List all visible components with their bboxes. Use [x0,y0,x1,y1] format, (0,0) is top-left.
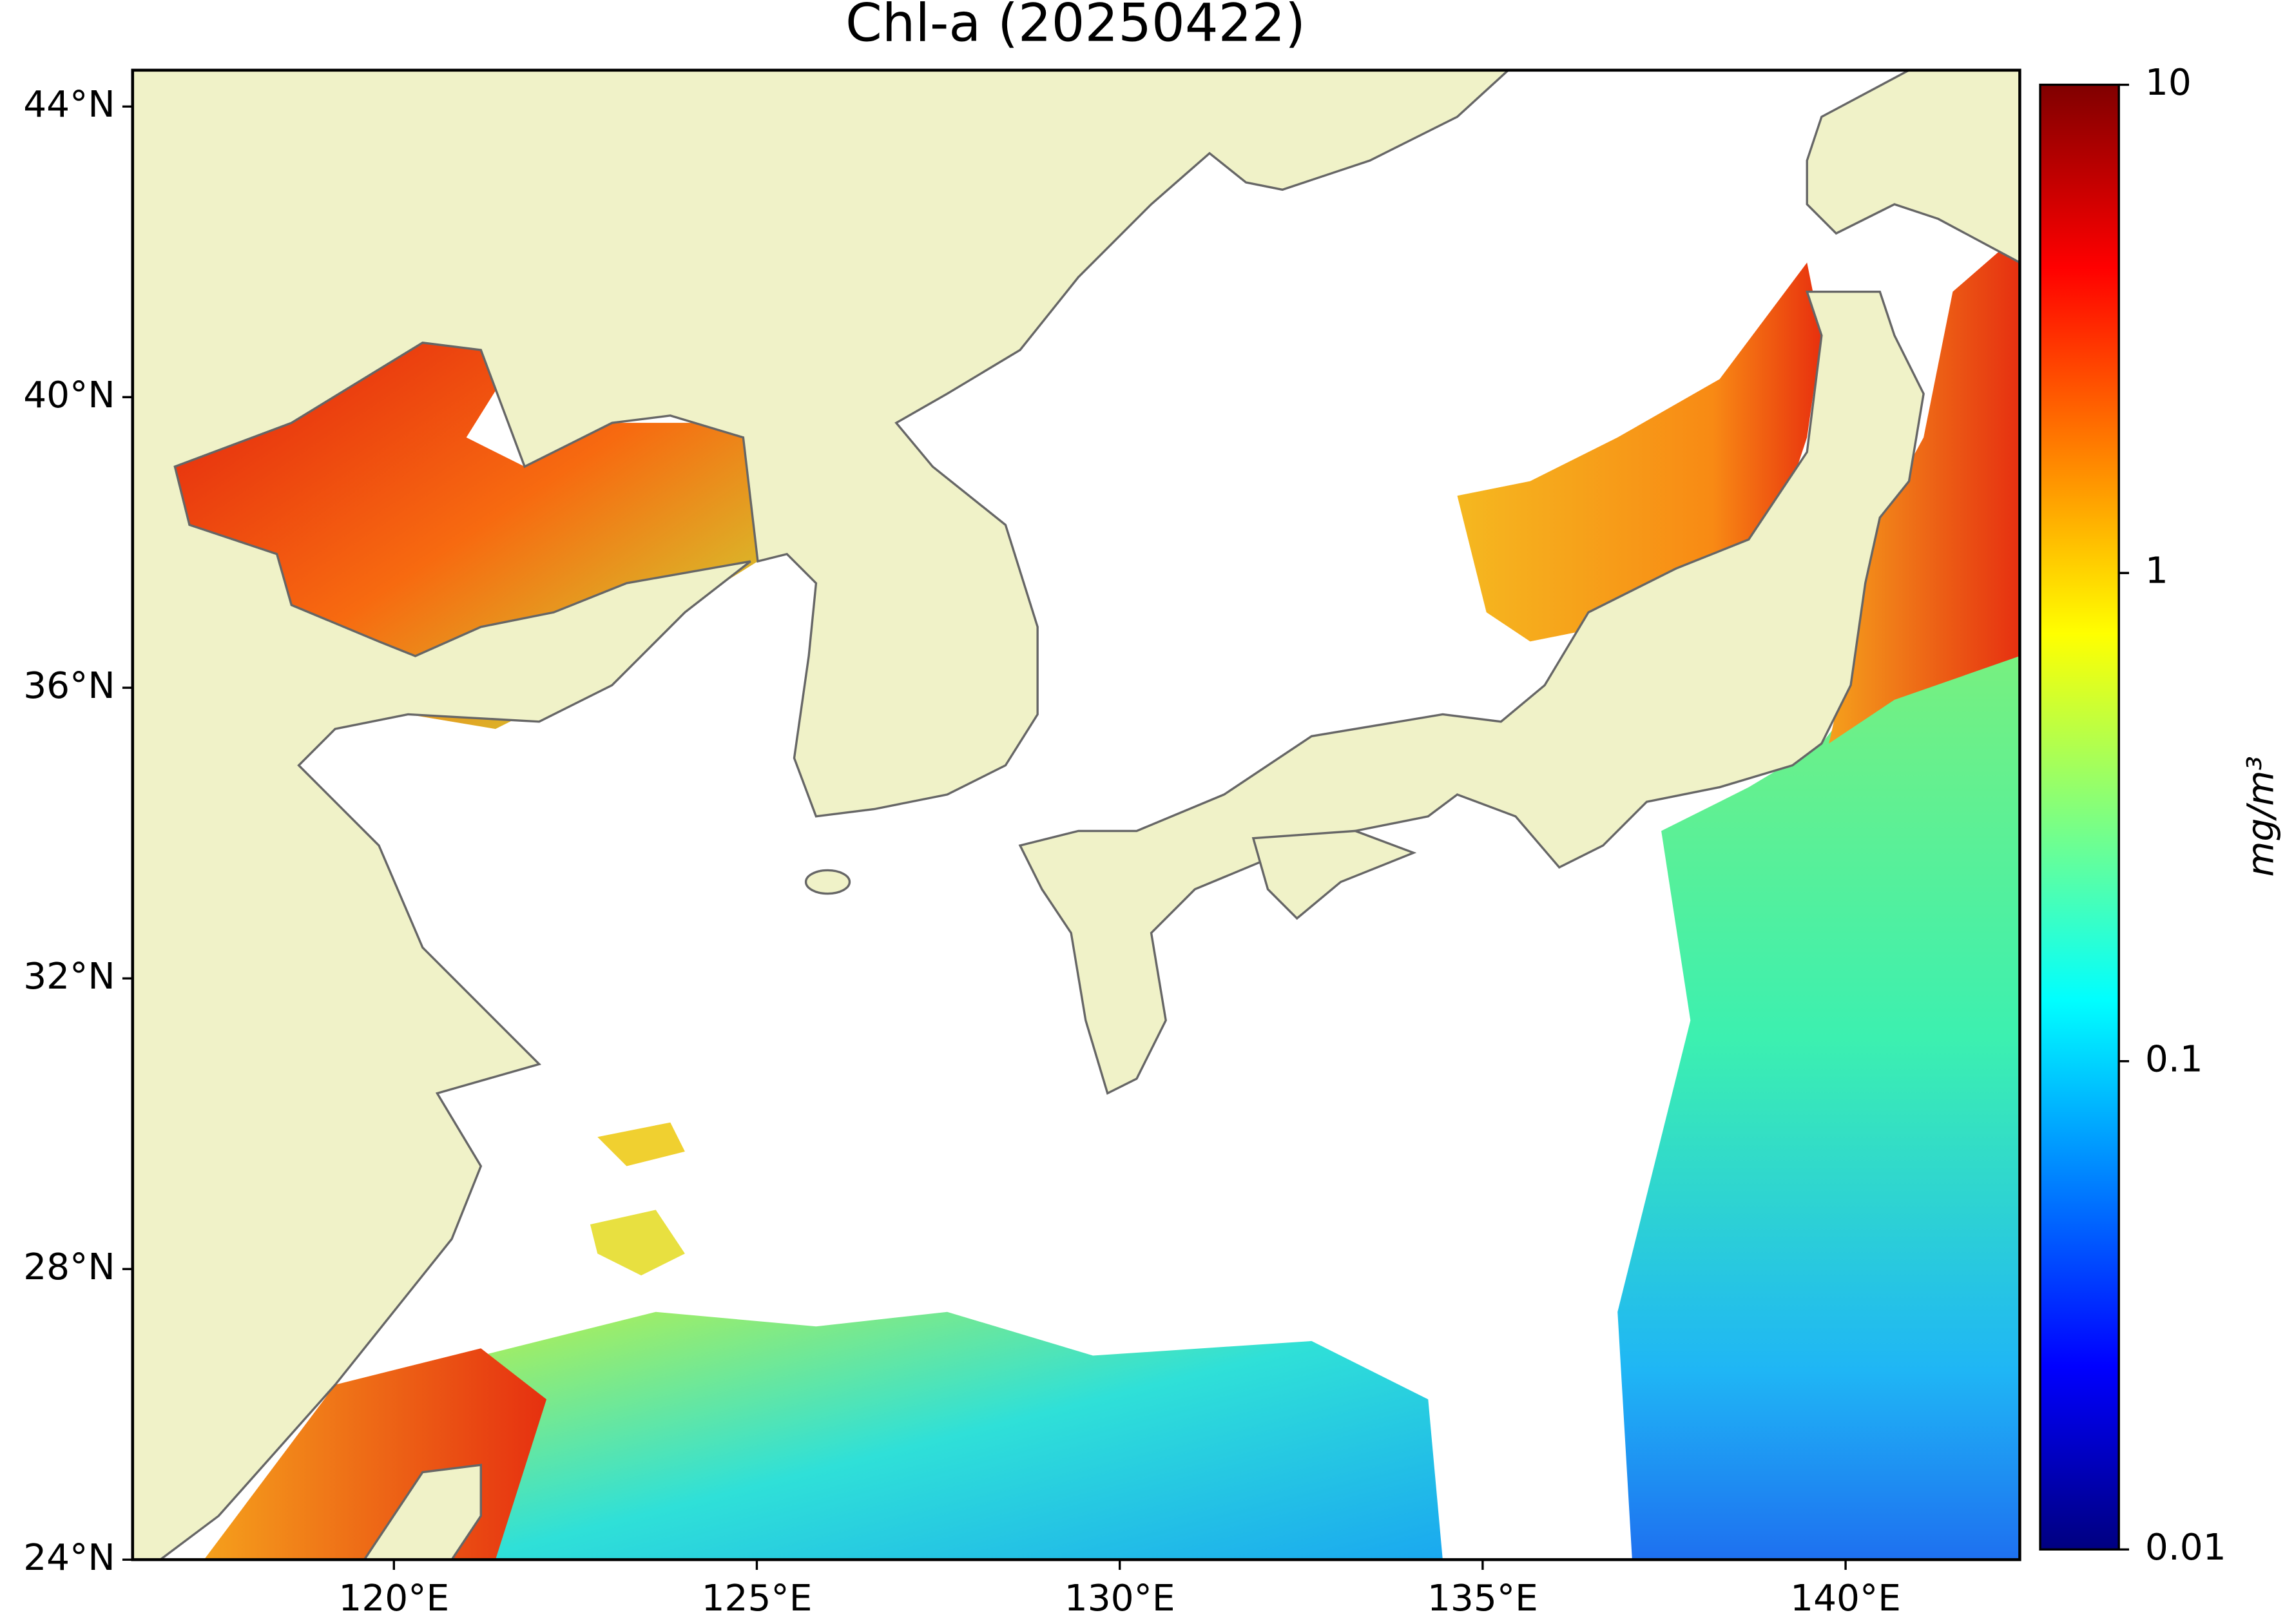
chl-south [466,1311,1443,1560]
y-tick-label: 36°N [23,665,115,707]
chl-east-honshu [1829,233,2020,744]
x-tick-label: 135°E [1427,1578,1538,1619]
honshu-kyushu [1018,290,1925,1095]
chl-patch [597,1122,685,1166]
map-title: Chl-a (20250422) [845,0,1306,54]
colorbar [2039,83,2120,1551]
colorbar-tick-label: 0.1 [2145,1038,2203,1080]
land [132,70,2020,1560]
y-tick-label: 40°N [23,374,115,416]
y-tick-label: 32°N [23,956,115,998]
colorbar-tick-label: 1 [2145,550,2168,592]
chl-patch [590,1210,685,1276]
colorbar-tick-label: 0.01 [2145,1527,2226,1569]
x-tick-label: 120°E [338,1578,449,1619]
hokkaido [1806,70,2020,264]
x-tick-label: 140°E [1790,1578,1901,1619]
colorbar-tick-label: 10 [2145,62,2192,104]
taiwan [363,1464,482,1560]
x-tick-label: 130°E [1065,1578,1175,1619]
y-tick-label: 24°N [23,1537,115,1579]
x-tick-label: 125°E [702,1578,813,1619]
y-tick-label: 44°N [23,84,115,126]
y-tick-label: 28°N [23,1246,115,1288]
map-frame [131,68,2021,1561]
continent [132,70,1510,1560]
colorbar-label: mg/m³ [2241,756,2282,877]
map-area [132,70,2020,1560]
chl-pacific [1617,612,2020,1560]
shikoku [1251,829,1417,920]
jeju [804,869,851,895]
